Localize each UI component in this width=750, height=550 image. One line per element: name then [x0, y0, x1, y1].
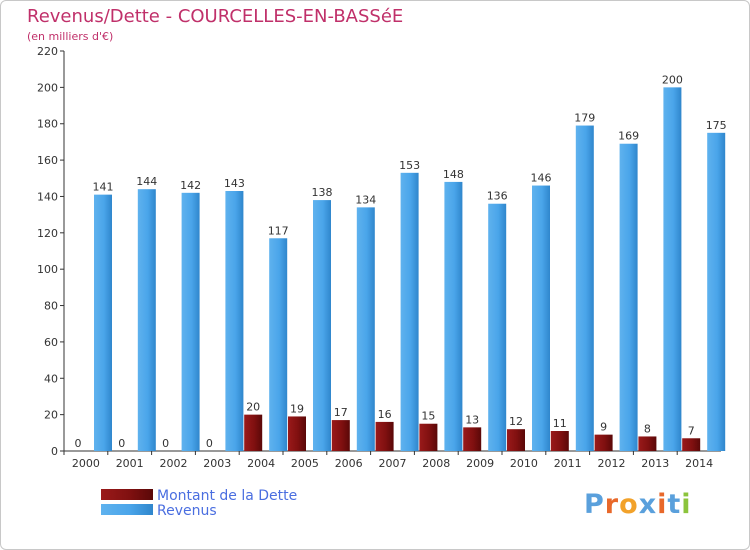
debt-bar: [682, 438, 701, 451]
y-tick-label: 20: [44, 409, 58, 422]
revenue-bar: [532, 185, 550, 451]
x-tick-label: 2008: [422, 457, 450, 470]
debt-value-label: 0: [118, 437, 125, 450]
logo-letter: P: [584, 489, 605, 520]
debt-value-label: 0: [75, 437, 82, 450]
revenue-bar: [663, 87, 682, 451]
revenue-bar: [181, 192, 200, 451]
y-tick-label: 220: [37, 45, 58, 58]
chart-title: Revenus/Dette - COURCELLES-EN-BASSéE: [27, 6, 404, 27]
y-tick-label: 180: [37, 118, 58, 131]
revenue-bar: [225, 191, 244, 451]
debt-bar: [244, 414, 263, 451]
revenue-bar: [444, 181, 463, 451]
x-tick-label: 2002: [160, 457, 188, 470]
y-tick-label: 200: [37, 81, 58, 94]
revenue-value-label: 148: [443, 168, 464, 181]
revenue-bar: [94, 194, 112, 452]
debt-bar: [594, 434, 613, 451]
revenue-bar: [619, 143, 638, 451]
x-tick-label: 2011: [554, 457, 582, 470]
revenue-value-label: 136: [487, 190, 508, 203]
logo-letter: r: [604, 489, 620, 520]
x-tick-label: 2001: [116, 457, 144, 470]
revenue-value-label: 138: [312, 186, 333, 199]
revenue-bar: [488, 203, 507, 451]
logo-letter: i: [657, 489, 668, 520]
logo-letter: t: [667, 489, 682, 520]
debt-bar: [375, 421, 394, 451]
revenue-value-label: 146: [531, 172, 552, 185]
debt-value-label: 11: [553, 417, 567, 430]
revenue-bar: [400, 172, 419, 451]
debt-bar: [463, 427, 482, 451]
y-tick-label: 120: [37, 227, 58, 240]
debt-bar: [638, 436, 657, 451]
debt-value-label: 16: [378, 408, 392, 421]
revenue-bar: [575, 125, 594, 451]
revenue-bar: [707, 132, 726, 451]
proxiti-logo: Proxiti: [584, 489, 692, 520]
y-tick-label: 60: [44, 336, 58, 349]
debt-value-label: 0: [162, 437, 169, 450]
chart-subtitle: (en milliers d'€): [27, 30, 114, 43]
revenue-value-label: 175: [706, 119, 727, 132]
debt-bar: [288, 416, 306, 451]
x-tick-label: 2003: [203, 457, 231, 470]
debt-bar: [331, 420, 350, 451]
x-tick-label: 2006: [335, 457, 363, 470]
revenue-bar: [356, 207, 375, 451]
x-tick-label: 2009: [466, 457, 494, 470]
debt-bar: [419, 423, 438, 451]
legend-swatch-debt: [101, 489, 153, 500]
y-tick-label: 140: [37, 190, 58, 203]
debt-value-label: 17: [334, 406, 348, 419]
revenue-value-label: 169: [618, 130, 639, 143]
debt-value-label: 20: [246, 401, 260, 414]
revenue-value-label: 179: [574, 112, 595, 125]
y-tick-label: 160: [37, 154, 58, 167]
revenue-value-label: 142: [180, 179, 201, 192]
debt-bar: [550, 431, 569, 451]
y-tick-label: 80: [44, 300, 58, 313]
debt-bar: [507, 429, 525, 451]
debt-value-label: 19: [290, 402, 304, 415]
revenue-value-label: 143: [224, 177, 245, 190]
x-tick-label: 2004: [247, 457, 275, 470]
x-tick-label: 2014: [685, 457, 713, 470]
revenue-bar: [313, 200, 331, 451]
revenue-value-label: 117: [268, 224, 289, 237]
revenue-value-label: 144: [136, 175, 157, 188]
revenue-value-label: 200: [662, 73, 683, 86]
revenue-value-label: 134: [355, 193, 376, 206]
revenue-bar: [137, 189, 156, 451]
debt-value-label: 0: [206, 437, 213, 450]
legend-swatch-revenue: [101, 504, 153, 515]
debt-value-label: 13: [465, 413, 479, 426]
debt-value-label: 15: [421, 410, 435, 423]
logo-letter: i: [681, 489, 692, 520]
debt-value-label: 12: [509, 415, 523, 428]
logo-letter: x: [638, 489, 658, 520]
revenue-bar: [269, 238, 288, 451]
y-tick-label: 0: [51, 445, 58, 458]
x-tick-label: 2000: [72, 457, 100, 470]
revenue-value-label: 141: [93, 181, 114, 194]
x-tick-label: 2010: [510, 457, 538, 470]
revenue-value-label: 153: [399, 159, 420, 172]
y-tick-label: 40: [44, 372, 58, 385]
debt-value-label: 8: [644, 422, 651, 435]
legend-label-revenue: Revenus: [157, 503, 217, 519]
debt-value-label: 9: [600, 421, 607, 434]
x-tick-label: 2007: [379, 457, 407, 470]
x-tick-label: 2012: [598, 457, 626, 470]
logo-letter: o: [619, 489, 639, 520]
debt-value-label: 7: [688, 424, 695, 437]
x-tick-label: 2013: [641, 457, 669, 470]
x-tick-label: 2005: [291, 457, 319, 470]
y-tick-label: 100: [37, 263, 58, 276]
legend-label-debt: Montant de la Dette: [157, 488, 297, 504]
